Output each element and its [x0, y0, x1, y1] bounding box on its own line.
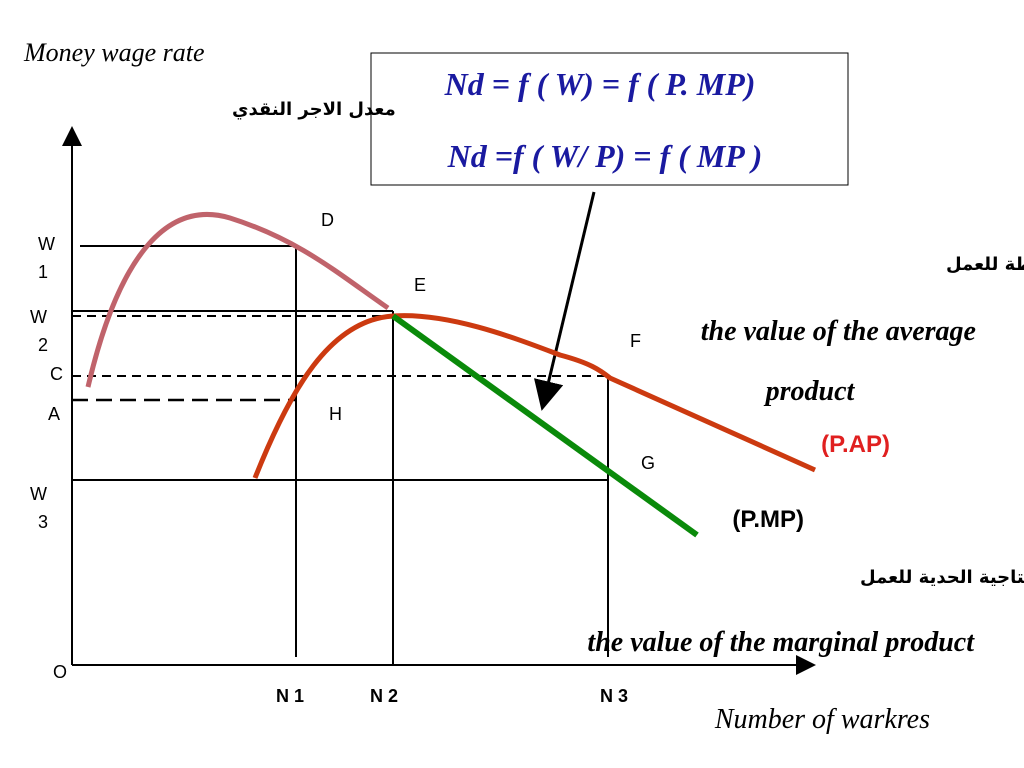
ap-curve: [252, 313, 817, 479]
y-label: 3: [38, 512, 48, 532]
texts: Money wage rate معدل الاجر النقدي Nd = f…: [23, 38, 1024, 735]
guides: [62, 126, 816, 675]
x-label: N 3: [600, 686, 628, 706]
y-label: W: [30, 484, 47, 504]
mp-line: [391, 313, 699, 538]
annotation: product: [764, 376, 856, 407]
point-label: E: [414, 275, 426, 295]
point-label: D: [321, 210, 334, 230]
point-label: H: [329, 404, 342, 424]
x-title: Number of warkres: [714, 704, 930, 735]
ap-curve-left: [85, 212, 390, 388]
curve-tag: (P.MP): [732, 506, 804, 533]
y-label: W: [38, 234, 55, 254]
annotation-arabic: قيمة الانتاجية الحدية للعمل: [860, 567, 1024, 588]
formula: Nd =f ( W/ P) = f ( MP ): [447, 138, 763, 174]
x-label: N 1: [276, 686, 304, 706]
y-title: Money wage rate: [23, 38, 205, 67]
point-label: F: [630, 331, 641, 351]
curve-tag: (P.AP): [821, 431, 890, 458]
formula: Nd = f ( W) = f ( P. MP): [444, 66, 756, 102]
annotation-arabic: قيمة الانتاجية المتوسطة للعمل: [946, 254, 1024, 275]
y-label: C: [50, 364, 63, 384]
y-label: 1: [38, 262, 48, 282]
y-label: 2: [38, 335, 48, 355]
y-title-arabic: معدل الاجر النقدي: [232, 99, 396, 120]
x-label: N 2: [370, 686, 398, 706]
formula-box: [370, 52, 849, 186]
y-label: W: [30, 307, 47, 327]
annotation: the value of the average: [701, 316, 976, 347]
annotation: the value of the marginal product: [587, 627, 975, 658]
point-label: G: [641, 453, 655, 473]
origin: O: [53, 662, 67, 682]
y-label: A: [48, 404, 60, 424]
